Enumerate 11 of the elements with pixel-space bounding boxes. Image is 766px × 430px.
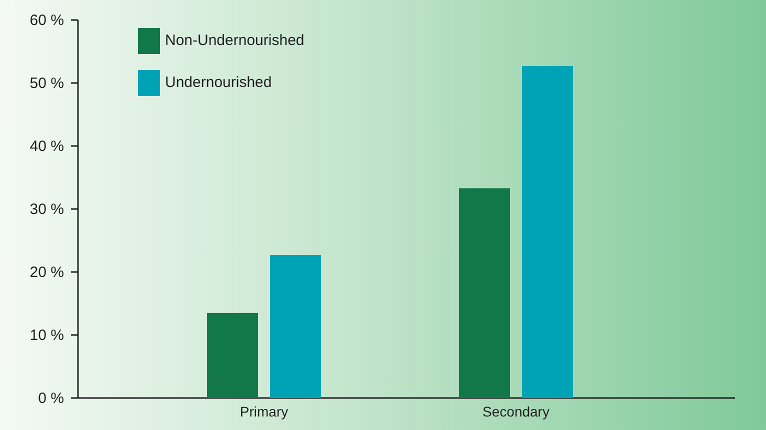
y-tick-label: 40 % [30, 138, 64, 155]
legend-label: Undernourished [165, 74, 272, 91]
y-tick-label: 10 % [30, 326, 64, 344]
x-tick-label: Primary [240, 403, 288, 420]
y-tick-label: 60 % [30, 12, 64, 29]
y-tick-label: 0 % [38, 390, 64, 407]
y-tick-label: 30 % [30, 200, 64, 218]
legend-label: Non-Undernourished [165, 32, 304, 49]
x-tick-label: Secondary [482, 403, 550, 420]
y-tick-label: 20 % [30, 264, 64, 281]
y-tick-label: 50 % [30, 74, 64, 92]
